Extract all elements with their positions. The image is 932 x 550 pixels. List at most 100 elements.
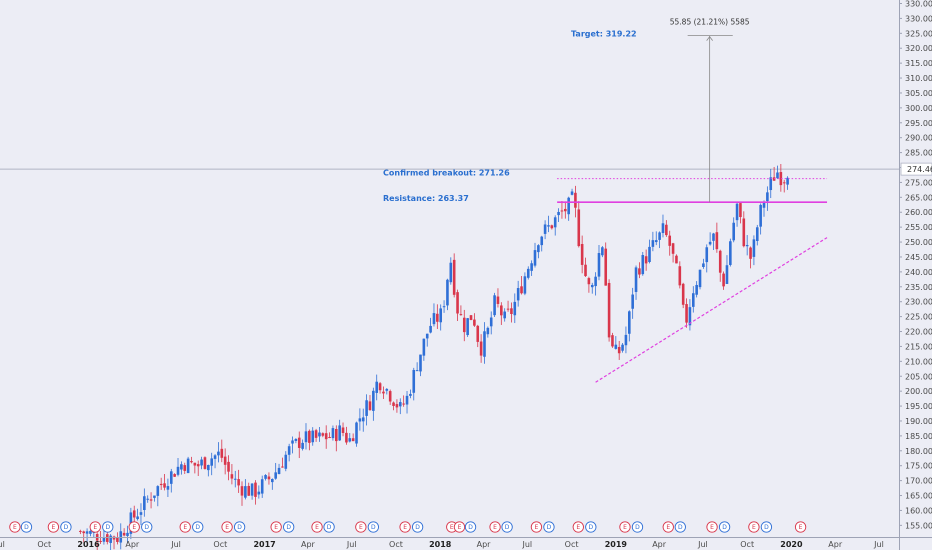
event-marker-label: E [52, 524, 56, 531]
dividend-marker[interactable] [760, 521, 773, 533]
earnings-marker[interactable] [179, 521, 191, 533]
candle-body [240, 486, 244, 496]
y-tick-label: 275.00 [905, 178, 932, 187]
earnings-marker[interactable] [311, 521, 323, 533]
candle-body [233, 478, 237, 480]
candle-body [725, 265, 729, 284]
y-tick-label: 250.00 [905, 238, 932, 247]
event-marker-label: E [93, 524, 97, 531]
dividend-marker[interactable] [674, 521, 686, 533]
event-marker-label: E [493, 524, 497, 531]
dividend-marker[interactable] [411, 521, 424, 533]
y-tick-label: 190.00 [905, 417, 932, 426]
candle-body [213, 455, 217, 459]
candle-body [358, 418, 362, 422]
dividend-marker[interactable] [233, 521, 246, 533]
earnings-marker[interactable] [706, 521, 718, 533]
earnings-marker[interactable] [530, 521, 543, 533]
candle-body [166, 486, 170, 490]
dividend-marker[interactable] [141, 521, 153, 533]
candle-body [564, 208, 567, 212]
candle-body [402, 403, 405, 405]
candle-body [122, 532, 126, 536]
y-tick-label: 185.00 [905, 432, 932, 441]
earnings-marker[interactable] [489, 521, 501, 533]
target-annotation: Target: 319.22 [571, 30, 637, 39]
candle-body [469, 315, 473, 320]
candle-body [486, 327, 490, 335]
candle-body [311, 430, 315, 443]
candle-body [634, 267, 638, 292]
dividend-marker[interactable] [20, 521, 33, 533]
candle-body [685, 304, 688, 323]
candle-body [223, 456, 227, 465]
earnings-marker[interactable] [221, 521, 233, 533]
candle-body [109, 535, 112, 543]
event-marker-label: D [64, 524, 69, 531]
earnings-marker[interactable] [270, 521, 282, 533]
dividend-marker[interactable] [283, 521, 295, 533]
earnings-marker[interactable] [128, 521, 140, 533]
dividend-marker[interactable] [60, 521, 72, 533]
x-tick-label: Jul [346, 540, 357, 549]
candle-body [668, 235, 672, 246]
earnings-marker[interactable] [9, 521, 21, 533]
event-marker-label: D [237, 524, 242, 531]
event-marker-label: E [623, 524, 627, 531]
dividend-marker[interactable] [192, 521, 204, 533]
earnings-marker[interactable] [794, 521, 807, 533]
candle-body [617, 346, 621, 354]
candle-body [432, 313, 436, 325]
candle-body [156, 486, 160, 496]
candle-body [139, 512, 143, 515]
candle-body [695, 284, 698, 295]
dividend-marker[interactable] [501, 521, 513, 533]
earnings-marker[interactable] [662, 521, 674, 533]
earnings-marker[interactable] [453, 521, 466, 533]
dividend-marker[interactable] [718, 521, 731, 533]
y-tick-label: 260.00 [905, 208, 932, 217]
dividend-marker[interactable] [102, 521, 114, 533]
candle-body [621, 344, 624, 351]
dividend-marker[interactable] [323, 521, 335, 533]
y-tick-label: 235.00 [905, 283, 932, 292]
earnings-marker[interactable] [47, 521, 60, 533]
candle-body [577, 209, 581, 247]
candle-body [752, 239, 756, 257]
candle-body [489, 317, 493, 327]
earnings-marker[interactable] [89, 521, 101, 533]
candle-body [516, 288, 520, 301]
dividend-marker[interactable] [464, 521, 477, 533]
candle-body [200, 459, 203, 466]
earnings-marker[interactable] [399, 521, 411, 533]
candle-body [264, 475, 267, 479]
event-marker-label: D [588, 524, 593, 531]
candle-body [425, 333, 429, 339]
earnings-marker[interactable] [355, 521, 367, 533]
y-tick-label: 230.00 [905, 298, 932, 307]
event-marker-label: D [635, 524, 640, 531]
candle-body [254, 482, 257, 497]
candle-body [523, 276, 527, 294]
y-tick-label: 255.00 [905, 223, 932, 232]
candle-body [530, 263, 533, 271]
event-marker-label: D [468, 524, 473, 531]
earnings-marker[interactable] [619, 521, 631, 533]
candle-body [759, 204, 762, 227]
candles-layer [79, 163, 789, 550]
x-tick-label: Oct [565, 540, 579, 549]
candle-body [132, 510, 136, 518]
dividend-marker[interactable] [585, 521, 597, 533]
dividend-marker[interactable] [631, 521, 644, 533]
y-tick-label: 265.00 [905, 193, 932, 202]
dividend-marker[interactable] [543, 521, 555, 533]
candle-body [456, 292, 459, 314]
y-tick-label: 220.00 [905, 328, 932, 337]
earnings-marker[interactable] [748, 521, 760, 533]
earnings-marker[interactable] [572, 521, 584, 533]
candle-body [207, 464, 210, 471]
dividend-marker[interactable] [367, 521, 379, 533]
candle-body [550, 225, 554, 229]
candle-body [776, 172, 779, 179]
